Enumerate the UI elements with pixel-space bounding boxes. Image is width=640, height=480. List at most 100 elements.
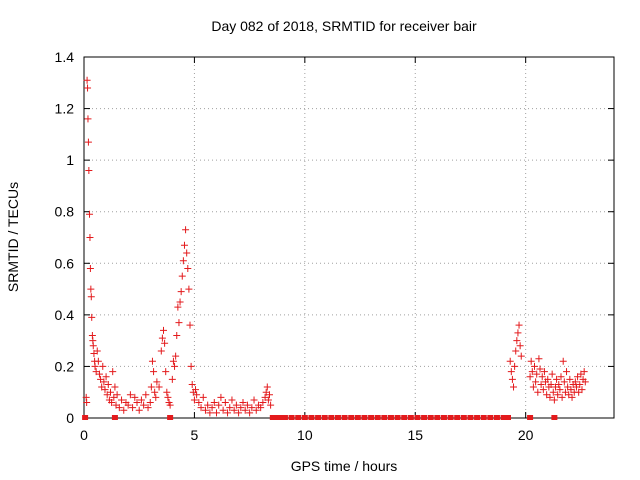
- x-axis-label: GPS time / hours: [291, 458, 398, 474]
- data-point-zero: [167, 415, 174, 420]
- data-point: [89, 342, 97, 350]
- data-point: [259, 399, 267, 407]
- data-point-zero: [334, 415, 341, 420]
- data-point: [263, 383, 271, 391]
- data-point-zero: [401, 415, 408, 420]
- data-point: [178, 272, 186, 280]
- data-point: [506, 357, 514, 365]
- data-point-zero: [527, 415, 534, 420]
- data-point-zero: [407, 415, 414, 420]
- data-point: [514, 329, 522, 337]
- chart-title: Day 082 of 2018, SRMTID for receiver bai…: [211, 18, 477, 34]
- data-point: [188, 380, 196, 388]
- data-point: [224, 409, 232, 417]
- data-point: [86, 210, 94, 218]
- y-axis-label: SRMTID / TECUs: [5, 182, 21, 292]
- data-point: [221, 399, 229, 407]
- data-point: [160, 326, 167, 334]
- data-point: [252, 406, 260, 414]
- data-point: [549, 388, 557, 396]
- data-point: [264, 396, 272, 404]
- data-point: [111, 383, 119, 391]
- data-point: [129, 404, 137, 412]
- data-point: [571, 378, 579, 386]
- data-point: [83, 399, 91, 407]
- data-point-zero: [454, 415, 461, 420]
- data-point: [91, 362, 99, 370]
- data-point: [83, 76, 91, 84]
- data-point-zero: [368, 415, 375, 420]
- data-point: [507, 368, 515, 376]
- data-point-zero: [434, 415, 441, 420]
- data-point: [555, 380, 563, 388]
- data-point: [177, 288, 185, 296]
- data-point: [228, 396, 236, 404]
- data-point: [535, 355, 543, 363]
- data-point: [559, 357, 567, 365]
- data-point: [146, 399, 154, 407]
- data-point: [248, 404, 256, 412]
- data-point: [208, 404, 216, 412]
- data-point: [182, 226, 190, 234]
- data-point: [538, 373, 546, 381]
- data-point-zero: [387, 415, 394, 420]
- data-point: [513, 337, 521, 345]
- data-point: [517, 352, 525, 360]
- data-point: [539, 386, 547, 394]
- data-point: [175, 319, 183, 327]
- data-point: [558, 393, 566, 401]
- data-point: [230, 406, 238, 414]
- data-point: [540, 368, 548, 376]
- data-point: [173, 331, 181, 339]
- data-point-zero: [328, 415, 335, 420]
- data-point: [219, 406, 227, 414]
- data-point: [115, 404, 123, 412]
- data-point: [237, 404, 245, 412]
- data-point: [84, 115, 92, 123]
- data-point: [246, 409, 254, 417]
- data-point-zero: [308, 415, 315, 420]
- data-point: [118, 396, 126, 404]
- data-point: [232, 401, 240, 409]
- data-point: [560, 378, 568, 386]
- data-point: [94, 357, 102, 365]
- data-point-zero: [427, 415, 434, 420]
- data-point: [100, 378, 108, 386]
- data-point: [151, 388, 159, 396]
- data-point-zero: [487, 415, 494, 420]
- data-point-zero: [111, 415, 118, 420]
- data-point: [581, 378, 589, 386]
- data-point: [113, 391, 121, 399]
- data-point: [183, 249, 191, 257]
- data-point: [147, 383, 155, 391]
- data-point: [179, 257, 187, 265]
- data-point: [515, 321, 523, 329]
- data-point: [210, 399, 218, 407]
- data-point: [140, 401, 148, 409]
- data-point: [164, 393, 172, 401]
- data-point: [217, 393, 225, 401]
- data-point: [186, 321, 194, 329]
- data-point-zero: [295, 415, 302, 420]
- data-point-zero: [361, 415, 368, 420]
- data-point: [531, 362, 538, 370]
- data-point: [120, 406, 128, 414]
- data-point: [511, 362, 519, 370]
- data-point: [546, 393, 554, 401]
- axis-ticks: 0 5 10 15 20 0 0.2 0.4 0.6 0.8 1 1.2 1.4: [55, 49, 614, 443]
- data-point: [195, 399, 203, 407]
- data-point-zero: [273, 415, 280, 420]
- data-point: [532, 378, 540, 386]
- data-point: [152, 393, 160, 401]
- data-point-zero: [493, 415, 500, 420]
- data-point: [86, 264, 94, 272]
- data-point: [241, 406, 249, 414]
- data-point: [107, 388, 114, 396]
- data-point: [102, 373, 110, 381]
- data-point: [163, 388, 171, 396]
- y-tick-label: 0.2: [55, 358, 75, 374]
- data-point: [566, 375, 574, 383]
- x-tick-label: 20: [518, 427, 534, 443]
- data-point: [204, 401, 212, 409]
